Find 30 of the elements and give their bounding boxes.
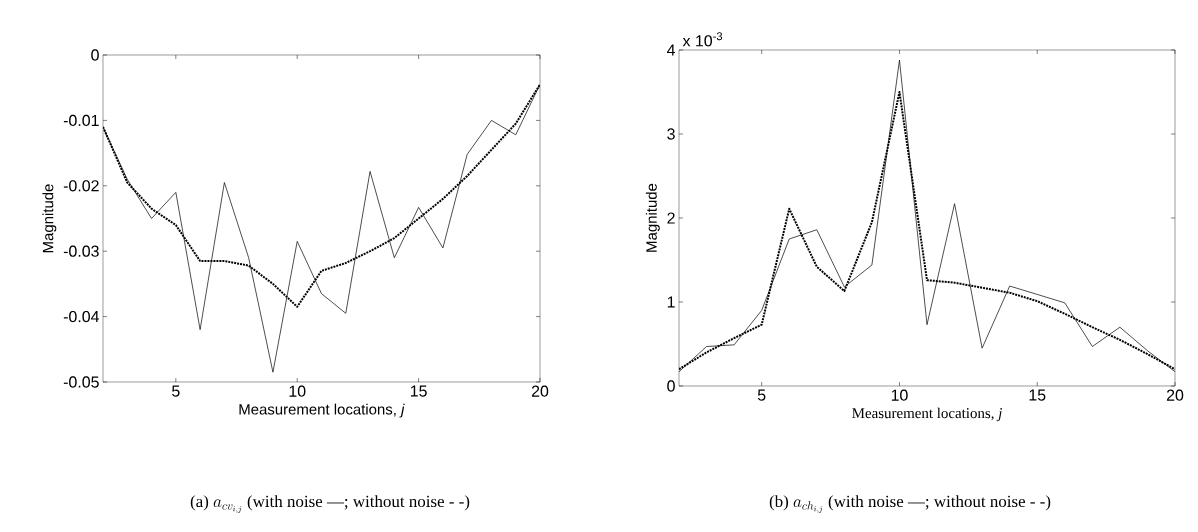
text: $a_{cv_{i,j}}$ [213, 499, 242, 513]
y-axis-title: Magnitude [645, 183, 660, 252]
x-tick-label: 20 [531, 385, 549, 397]
y-tick-label: -0.02 [63, 180, 99, 192]
x-tick-label: 20 [1166, 389, 1184, 401]
y-tick-label: 3 [667, 128, 675, 140]
text: (with noise —; without noise - -) [828, 495, 1051, 511]
y-tick-label: 0 [667, 380, 675, 392]
x-tick-label: 10 [891, 389, 908, 401]
y-tick-label: -0.05 [63, 376, 99, 388]
y-tick-label: 4 [666, 44, 676, 56]
x-axis-title: Measurement locations, j [852, 407, 1002, 422]
y-tick-label: 0 [91, 49, 99, 61]
y-tick-label: -0.03 [63, 245, 99, 257]
x-tick-label: 5 [172, 385, 180, 397]
y-tick-label: 1 [667, 296, 675, 308]
x-tick-label: 5 [757, 389, 766, 401]
y-tick-label: -0.04 [63, 310, 99, 323]
y-tick-label: 2 [667, 212, 675, 224]
x-axis-title: Measurement locations, j [239, 403, 405, 418]
text: (a) [190, 495, 209, 511]
x-tick-label: 15 [1029, 389, 1046, 401]
text: (b) [769, 495, 789, 511]
text: x 10$^{-3}$ [682, 32, 723, 47]
x-tick-label: 15 [410, 385, 427, 397]
x-tick-label: 10 [289, 385, 306, 397]
y-tick-label: -0.01 [63, 114, 99, 127]
text: (with noise —; without noise - -) [247, 495, 470, 511]
y-axis-title: Magnitude [42, 184, 57, 253]
text: $a_{ch_{i,j}}$ [793, 499, 823, 513]
